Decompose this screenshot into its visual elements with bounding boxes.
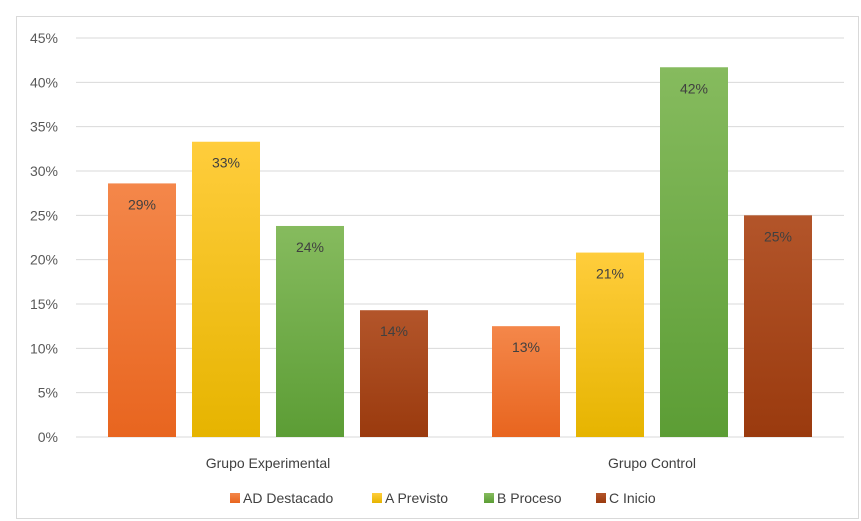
category-label: Grupo Control	[608, 455, 696, 471]
y-tick-label: 15%	[30, 296, 58, 312]
y-tick-label: 40%	[30, 74, 58, 90]
bar-ad-destacado	[492, 326, 560, 437]
legend-label: AD Destacado	[243, 490, 333, 506]
y-tick-label: 25%	[30, 207, 58, 223]
y-tick-label: 10%	[30, 340, 58, 356]
data-label: 33%	[212, 155, 240, 171]
bar-a-previsto	[192, 141, 260, 438]
bar-c-inicio	[360, 310, 428, 437]
data-label: 13%	[512, 339, 540, 355]
legend-label: C Inicio	[609, 490, 656, 506]
legend-swatch	[372, 493, 382, 503]
y-tick-label: 5%	[38, 385, 58, 401]
data-label: 24%	[296, 239, 324, 255]
bar-b-proceso	[276, 225, 344, 437]
bar-b-proceso	[660, 67, 728, 437]
category-labels: Grupo Experimental Grupo Control	[206, 455, 696, 471]
legend-swatch	[230, 493, 240, 503]
data-labels: 29% 33% 24% 14% 13% 21% 42% 25%	[128, 80, 792, 355]
legend-label: B Proceso	[497, 490, 562, 506]
legend: AD Destacado A Previsto B Proceso C Inicio	[230, 490, 656, 506]
legend-swatch	[484, 493, 494, 503]
y-axis-tick-labels: 0% 5% 10% 15% 20% 25% 30% 35% 40% 45%	[30, 30, 58, 445]
y-tick-label: 30%	[30, 163, 58, 179]
data-label: 21%	[596, 266, 624, 282]
bar-c-inicio	[744, 215, 812, 437]
legend-label: A Previsto	[385, 490, 448, 506]
data-label: 14%	[380, 323, 408, 339]
y-tick-label: 0%	[38, 429, 58, 445]
category-label: Grupo Experimental	[206, 455, 331, 471]
data-label: 42%	[680, 80, 708, 96]
data-label: 25%	[764, 228, 792, 244]
legend-swatch	[596, 493, 606, 503]
data-label: 29%	[128, 196, 156, 212]
y-tick-label: 20%	[30, 252, 58, 268]
y-tick-label: 45%	[30, 30, 58, 46]
bar-ad-destacado	[108, 183, 176, 437]
bars	[108, 67, 812, 438]
gridlines	[76, 37, 844, 438]
y-tick-label: 35%	[30, 119, 58, 135]
bar-a-previsto	[576, 252, 644, 437]
